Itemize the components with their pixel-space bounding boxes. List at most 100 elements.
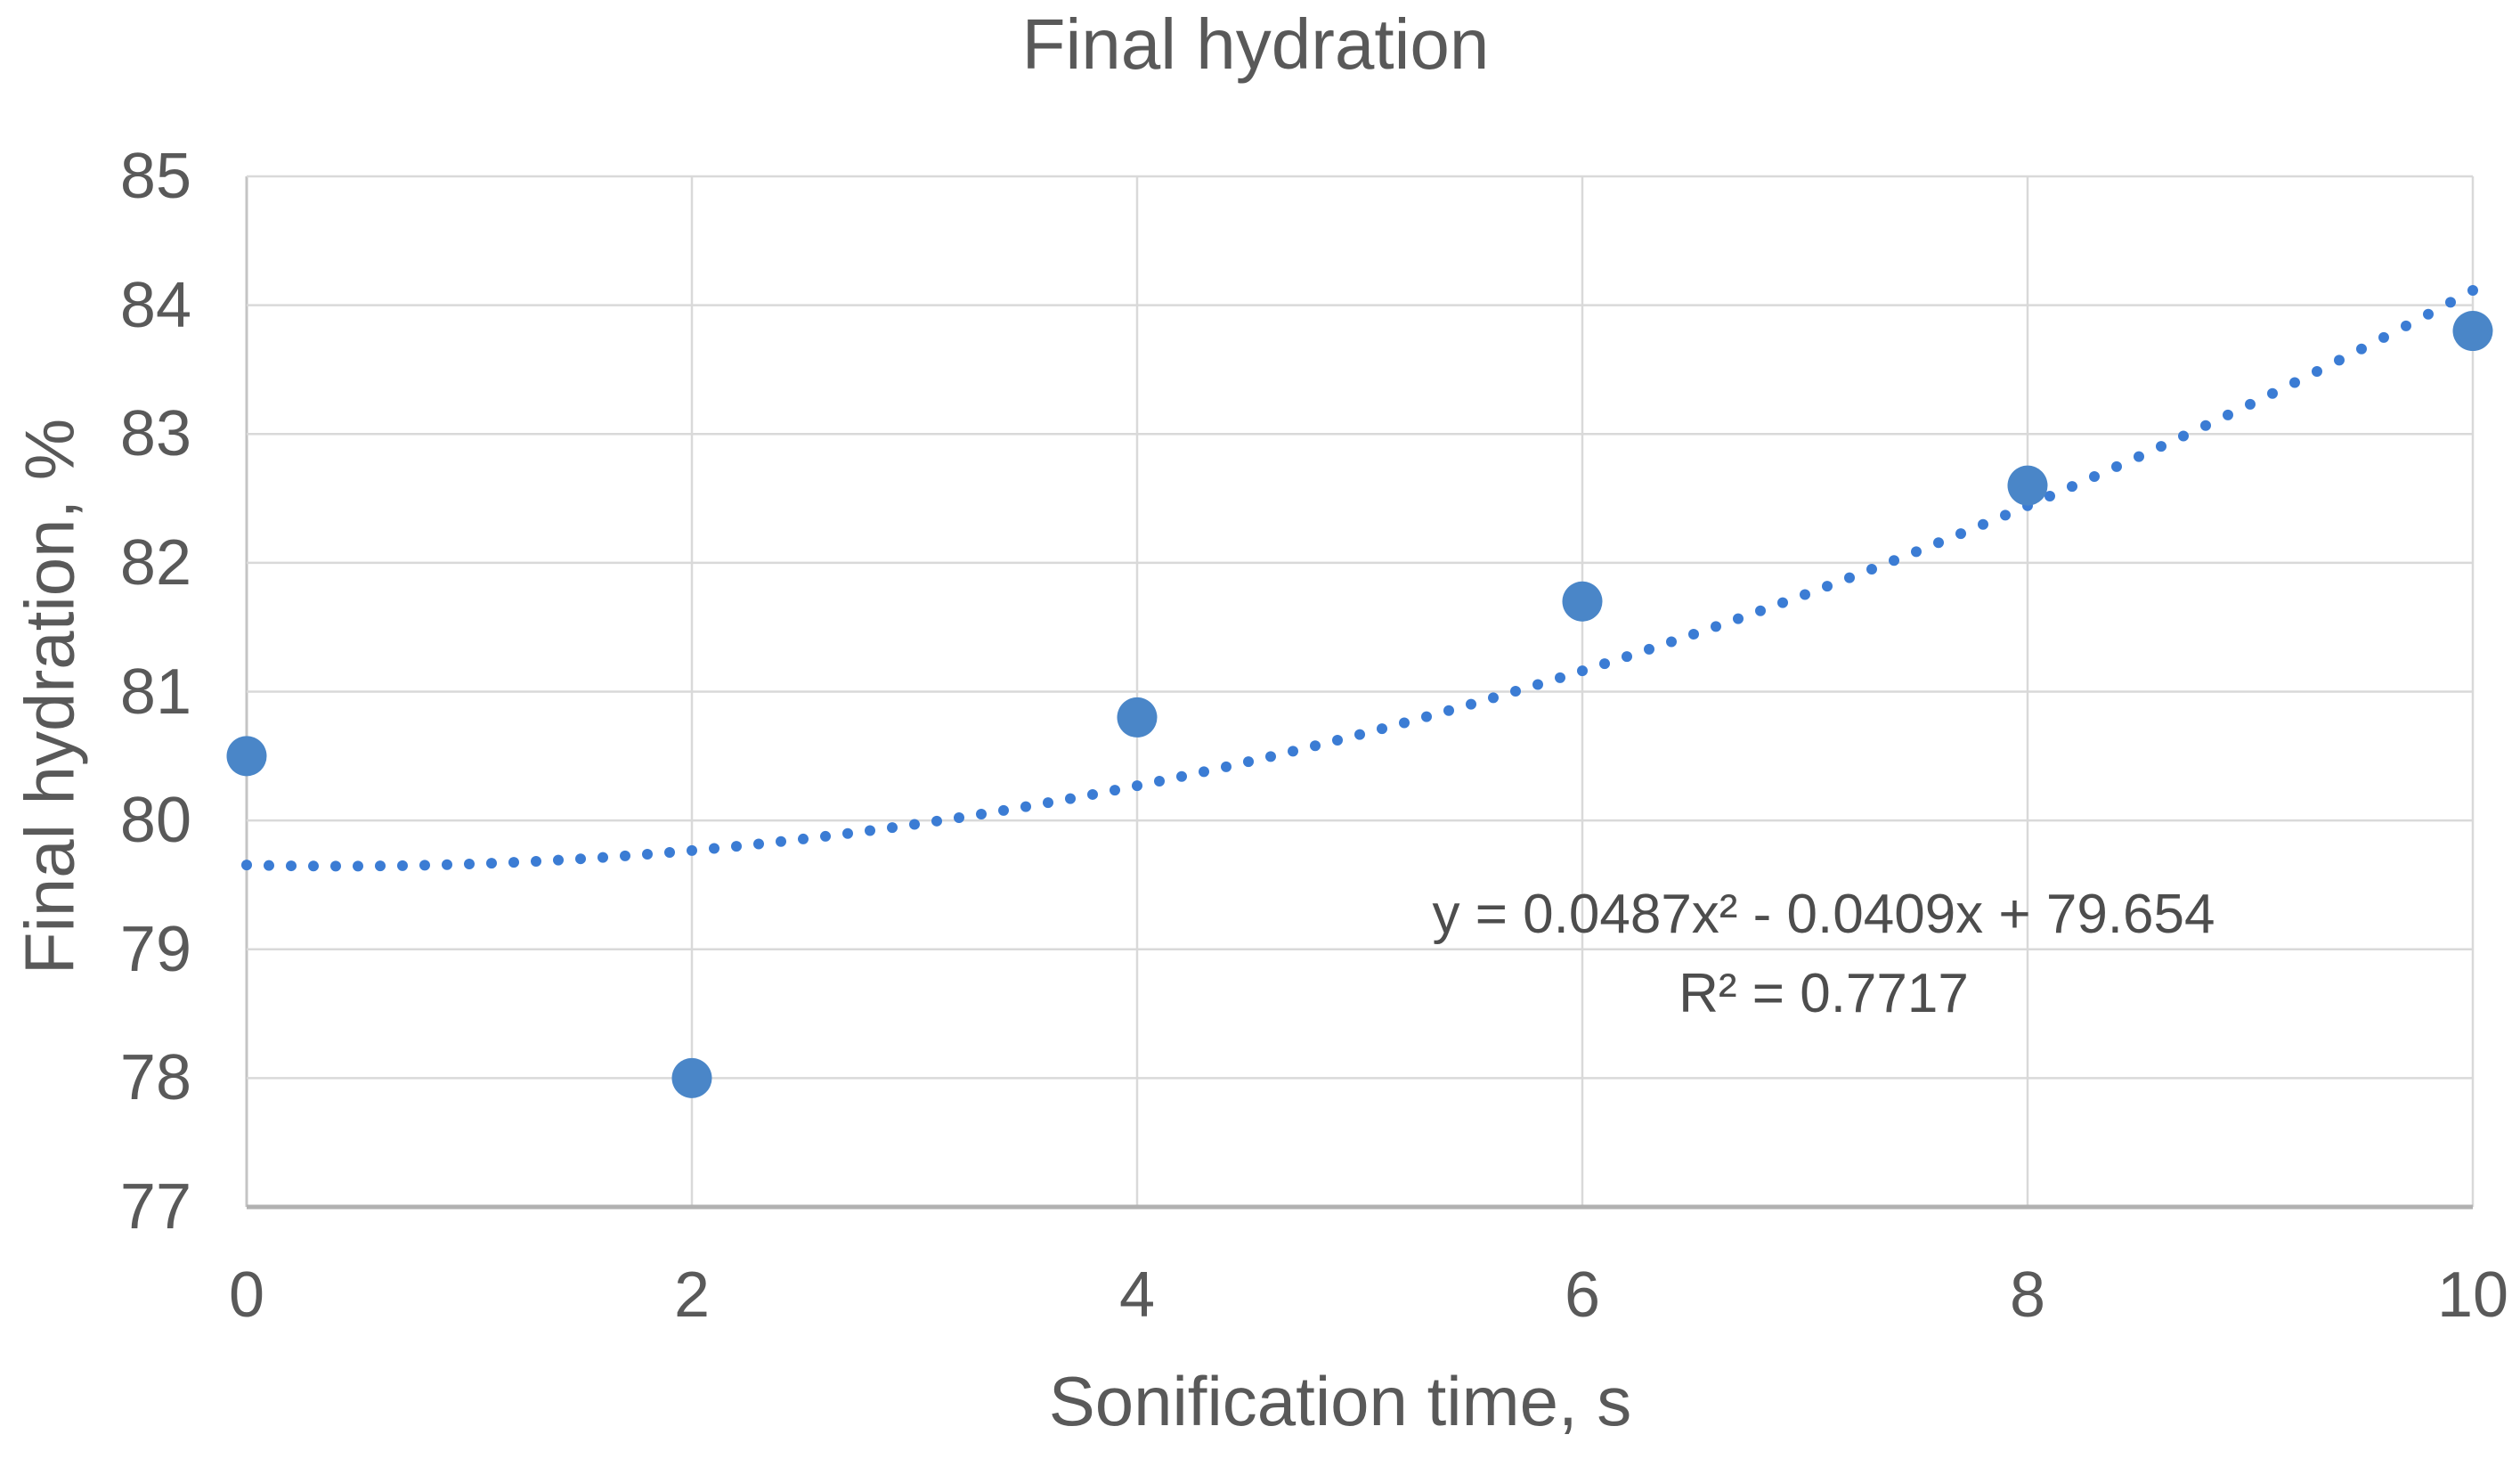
trendline-dot <box>709 843 719 854</box>
trendline-dot <box>1154 776 1165 787</box>
trendline-dot <box>2134 451 2144 462</box>
trendline-dot <box>1176 770 1187 782</box>
trendline-dot <box>2044 490 2055 501</box>
y-tick-label-82: 82 <box>119 526 191 599</box>
trendline-dot <box>597 852 608 863</box>
trendline-dot <box>954 811 964 823</box>
trendline-dot <box>2267 387 2278 399</box>
trendline-dot <box>1889 555 1899 566</box>
trendline-label: y = 0.0487x² - 0.0409x + 79.654 R² = 0.7… <box>1433 875 2215 1033</box>
trendline-dot <box>1733 613 1744 624</box>
trendline-dot <box>1777 597 1788 608</box>
trendline-dot <box>1688 629 1699 640</box>
trendline-dot <box>1555 672 1565 683</box>
plot-area <box>226 175 2493 1210</box>
trendline-dot <box>1622 651 1632 663</box>
trendline-dot <box>1510 686 1521 697</box>
x-tick-label-8: 8 <box>2009 1259 2046 1331</box>
trendline-dot <box>2223 409 2233 420</box>
trendline-dot <box>842 827 853 839</box>
trendline-dot <box>1955 528 1966 540</box>
trendline-dot <box>2445 297 2456 308</box>
trendline-dot <box>2334 355 2345 366</box>
trendline-dot <box>1421 711 1432 722</box>
trendline-dot <box>2312 366 2322 378</box>
trendline-dot <box>2401 320 2411 331</box>
trendline-dot <box>687 844 697 856</box>
trendline-dot <box>553 854 564 866</box>
trendline-dot <box>397 860 408 871</box>
trendline-dot <box>1199 766 1209 778</box>
trendline-dot <box>2000 509 2011 521</box>
data-point <box>671 1057 712 1098</box>
trendline-dot <box>1243 756 1254 768</box>
data-point <box>2007 465 2048 506</box>
trendline-dot <box>998 804 1009 816</box>
trendline-dot <box>753 838 764 850</box>
trendline-dot <box>2178 430 2189 442</box>
trendline-dot <box>464 859 475 870</box>
trendline-dot <box>1443 705 1454 716</box>
trendline-dot <box>1065 793 1076 804</box>
y-tick-label-78: 78 <box>119 1042 191 1114</box>
trendline-dot <box>241 860 252 871</box>
trendline-dot <box>1800 589 1810 600</box>
trendline-dot <box>1488 692 1499 704</box>
trendline-dot <box>1532 679 1543 690</box>
data-point <box>1562 581 1603 622</box>
trendline-dot <box>575 853 586 865</box>
trendline-dot <box>1466 698 1476 710</box>
trendline-dot <box>1332 735 1343 746</box>
trendline-dot <box>2067 481 2077 493</box>
trendline-dot <box>442 859 452 870</box>
trendline-dot <box>798 833 809 844</box>
trendline-dot <box>1110 785 1120 796</box>
trendline-dot <box>820 830 831 842</box>
y-tick-label-83: 83 <box>119 398 191 470</box>
data-point <box>226 736 267 777</box>
trendline-r-squared: R² = 0.7717 <box>1679 963 1969 1024</box>
trendline-dot <box>286 860 297 872</box>
trendline-dot <box>1644 643 1654 655</box>
trendline-dot <box>1911 546 1922 558</box>
trendline-dot <box>2245 398 2256 410</box>
trendline-dot <box>909 819 920 830</box>
y-tick-label-81: 81 <box>119 656 191 728</box>
y-tick-label-80: 80 <box>119 785 191 857</box>
trendline-dot <box>1043 797 1053 809</box>
trendline-dot <box>620 850 630 861</box>
trendline-dot <box>2378 331 2389 343</box>
trendline-dot <box>1020 801 1031 812</box>
trendline-dot <box>1933 537 1944 549</box>
trendline-dot <box>308 860 319 872</box>
trendline-dot <box>1399 717 1410 729</box>
trendline-dot <box>1577 665 1588 677</box>
trendline-dot <box>531 855 541 867</box>
trendline-dot <box>887 822 898 834</box>
trendline-dot <box>642 848 653 860</box>
trendline-dot <box>1599 658 1610 670</box>
trendline-dot <box>1132 780 1142 792</box>
y-tick-label-85: 85 <box>119 141 191 212</box>
trendline-dot <box>2423 308 2434 320</box>
y-tick-label-84: 84 <box>119 269 191 341</box>
trendline-dot <box>375 860 386 872</box>
x-tick-label-2: 2 <box>673 1259 711 1331</box>
trendline-dot <box>1354 729 1365 740</box>
x-tick-label-4: 4 <box>1118 1259 1156 1331</box>
trendline-dot <box>865 825 875 836</box>
trendline-dot <box>1822 581 1833 592</box>
x-tick-label-6: 6 <box>1564 1259 1601 1331</box>
trendline-dot <box>1866 564 1877 575</box>
trendline-dot <box>1711 621 1721 632</box>
trendline-dot <box>931 815 942 827</box>
data-point <box>1117 697 1158 738</box>
trendline-dot <box>508 857 519 868</box>
trendline-dot <box>1666 636 1677 648</box>
chart-title: Final hydration <box>1021 4 1490 84</box>
trendline-dot <box>2156 441 2166 452</box>
data-point <box>2452 311 2493 352</box>
trendline-dot <box>1087 788 1098 800</box>
trendline-dot <box>1288 746 1298 757</box>
